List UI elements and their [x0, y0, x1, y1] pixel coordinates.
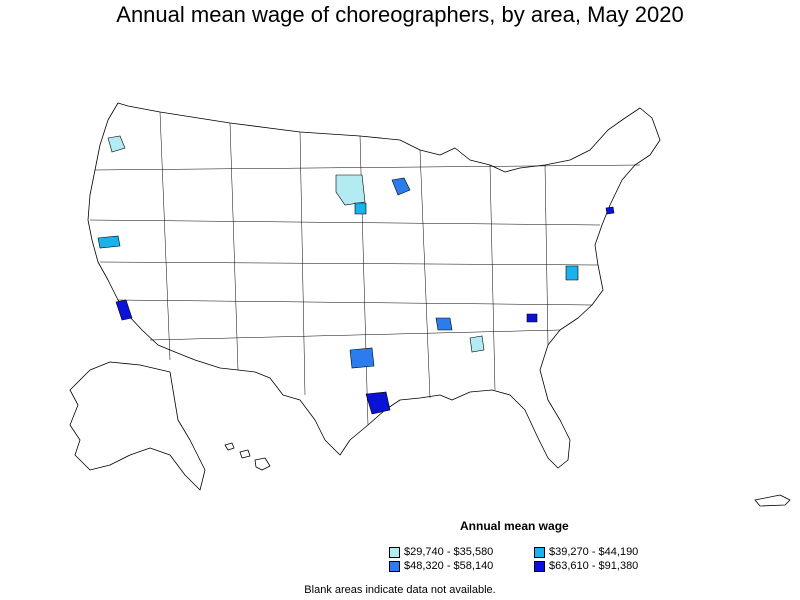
area-alabama-light [469, 335, 485, 353]
area-new-york-dark [605, 206, 615, 215]
area-atlanta-dark [526, 313, 538, 323]
legend-item-2: $39,270 - $44,190 [534, 546, 638, 558]
legend-item-1: $29,740 - $35,580 [389, 546, 493, 558]
legend-swatch-3 [389, 560, 400, 572]
legend-swatch-4 [534, 560, 545, 572]
legend-item-3: $48,320 - $58,140 [389, 560, 493, 572]
hawaii-islands [224, 442, 271, 471]
area-dc-mid [565, 265, 579, 281]
puerto-rico [754, 494, 791, 507]
area-sf-bay-mid [97, 235, 121, 249]
area-memphis-blue [435, 317, 453, 331]
legend-swatch-2 [534, 546, 545, 558]
alaska-outline [69, 361, 206, 491]
area-houston-dark [365, 391, 391, 415]
area-sioux-falls-mid [354, 202, 367, 215]
area-minneapolis-blue [391, 177, 411, 196]
legend-label-1: $29,740 - $35,580 [404, 546, 494, 558]
map-title: Annual mean wage of choreographers, by a… [116, 2, 684, 27]
area-dallas-blue [349, 347, 375, 369]
legend-label-4: $63,610 - $91,380 [549, 560, 639, 572]
area-los-angeles-dark [115, 299, 133, 321]
legend-label-2: $39,270 - $44,190 [549, 546, 639, 558]
footnote: Blank areas indicate data not available. [304, 584, 496, 596]
legend-label-3: $48,320 - $58,140 [404, 560, 494, 572]
legend-title: Annual mean wage [460, 519, 569, 533]
legend-swatch-1 [389, 546, 400, 558]
legend-item-4: $63,610 - $91,380 [534, 560, 638, 572]
area-seattle-light [107, 135, 126, 153]
